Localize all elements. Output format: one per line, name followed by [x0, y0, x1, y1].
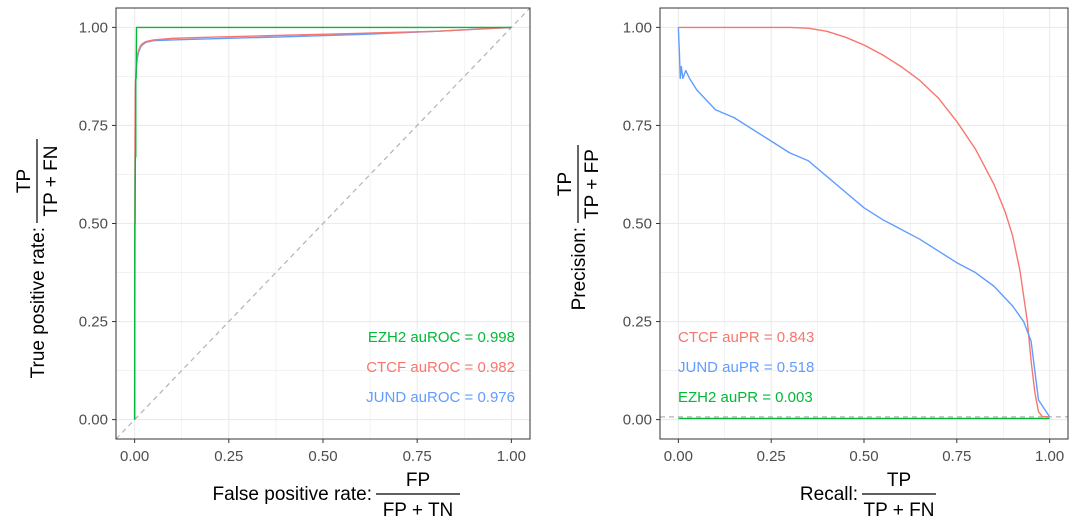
roc-y-tick-label: 0.50	[79, 216, 108, 233]
pr-legend: CTCF auPR = 0.843 JUND auPR = 0.518 EZH2 a…	[678, 329, 814, 406]
roc-x-tick-label: 0.50	[308, 448, 337, 465]
pr-series-line-jund	[677, 27, 1051, 418]
roc-x-axis-denominator: FP + TN	[383, 500, 454, 521]
roc-y-axis-denominator: TP + FN	[41, 146, 62, 217]
pr-y-ticks: 0.00 0.25 0.50 0.75 1.00	[623, 19, 660, 429]
pr-x-tick-label: 0.50	[849, 448, 878, 465]
roc-x-axis-title: False positive rate: FP FP + TN	[213, 470, 460, 521]
pr-series-line-ctcf	[678, 26, 1050, 418]
pr-x-tick-label: 1.00	[1035, 448, 1064, 465]
pr-x-tick-label: 0.75	[942, 448, 971, 465]
pr-y-tick-label: 0.75	[623, 117, 652, 134]
pr-y-tick-label: 0.50	[623, 216, 652, 233]
roc-x-tick-label: 0.25	[214, 448, 243, 465]
pr-x-tick-label: 0.00	[664, 448, 693, 465]
pr-y-tick-label: 0.00	[623, 412, 652, 429]
roc-panel: 0.00 0.25 0.50 0.75 1.00 0.00 0.25 0.50 0.75 1.0…	[14, 7, 531, 521]
roc-legend-label-jund: JUND auROC = 0.976	[366, 389, 515, 406]
pr-y-axis-prefix: Precision:	[569, 227, 590, 310]
pr-x-ticks: 0.00 0.25 0.50 0.75 1.00	[664, 439, 1064, 465]
roc-series-lines	[133, 26, 512, 420]
pr-y-axis-denominator: TP + FP	[582, 149, 603, 219]
roc-x-axis-numerator: FP	[406, 470, 430, 491]
roc-series-line-ezh2	[133, 26, 512, 420]
roc-y-axis-prefix: True positive rate:	[28, 227, 49, 378]
roc-x-tick-label: 1.00	[497, 448, 526, 465]
pr-legend-label-ctcf: CTCF auPR = 0.843	[678, 329, 814, 346]
roc-x-tick-label: 0.75	[403, 448, 432, 465]
pr-gridlines	[660, 8, 1068, 439]
roc-legend-label-ctcf: CTCF auROC = 0.982	[366, 359, 515, 376]
pr-y-tick-label: 0.25	[623, 314, 652, 331]
roc-y-tick-label: 0.75	[79, 117, 108, 134]
roc-x-axis-prefix: False positive rate:	[213, 484, 372, 505]
pr-x-axis-numerator: TP	[887, 470, 911, 491]
roc-y-axis-title: True positive rate: TP TP + FN	[14, 139, 62, 378]
roc-y-tick-label: 1.00	[79, 19, 108, 36]
pr-x-tick-label: 0.25	[757, 448, 786, 465]
roc-reference-line	[115, 7, 531, 440]
pr-x-axis-denominator: TP + FN	[864, 500, 935, 521]
roc-x-tick-label: 0.00	[120, 448, 149, 465]
pr-series-lines	[677, 26, 1051, 420]
roc-legend: EZH2 auROC = 0.998 CTCF auROC = 0.982 JUND…	[366, 329, 515, 406]
roc-y-tick-label: 0.00	[79, 412, 108, 429]
pr-legend-label-jund: JUND auPR = 0.518	[678, 359, 814, 376]
roc-y-ticks: 0.00 0.25 0.50 0.75 1.00	[79, 19, 116, 429]
roc-y-tick-label: 0.25	[79, 314, 108, 331]
pr-x-axis-title: Recall: TP TP + FN	[800, 470, 936, 521]
pr-legend-label-ezh2: EZH2 auPR = 0.003	[678, 389, 813, 406]
pr-y-axis-title: Precision: TP TP + FP	[555, 145, 603, 310]
roc-x-ticks: 0.00 0.25 0.50 0.75 1.00	[120, 439, 526, 465]
pr-y-tick-label: 1.00	[623, 19, 652, 36]
roc-baseline	[115, 7, 531, 440]
pr-y-axis-numerator: TP	[555, 172, 576, 196]
pr-x-axis-prefix: Recall:	[800, 484, 858, 505]
pr-panel: 0.00 0.25 0.50 0.75 1.00 0.00 0.25 0.50 0.75 1.0…	[555, 7, 1069, 521]
roc-legend-label-ezh2: EZH2 auROC = 0.998	[368, 329, 515, 346]
roc-y-axis-numerator: TP	[14, 169, 35, 193]
